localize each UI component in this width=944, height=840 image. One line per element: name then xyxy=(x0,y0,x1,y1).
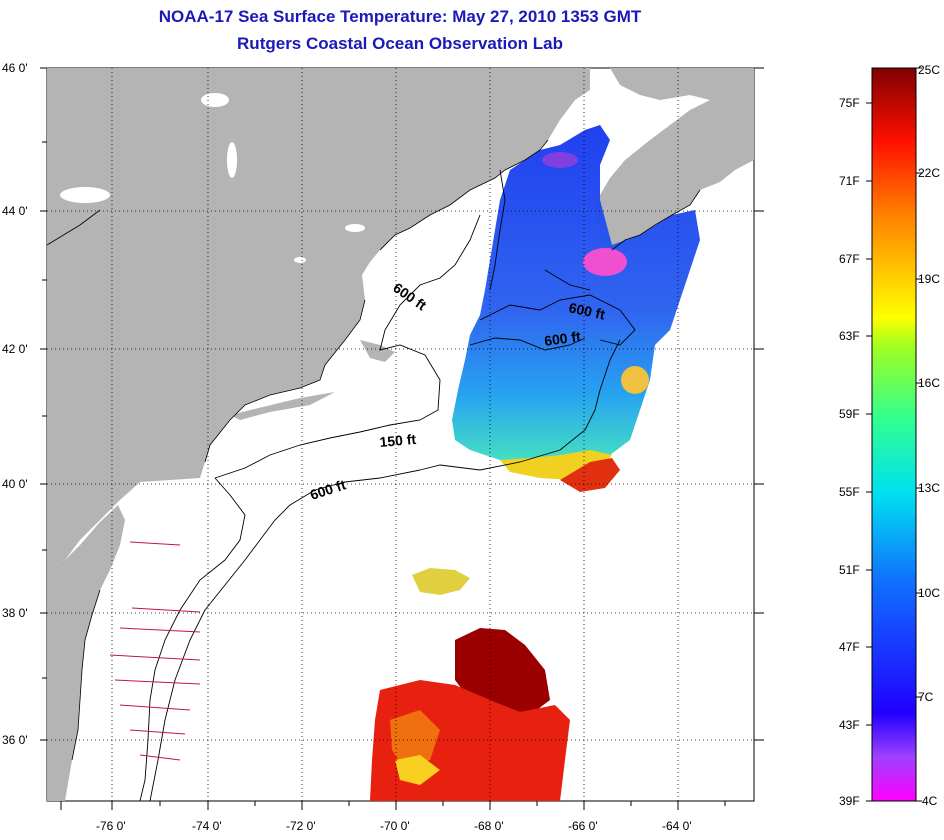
colorbar-f-label: 71F xyxy=(839,174,860,188)
colorbar-c-label: 25C xyxy=(918,63,940,77)
colorbar-c-label: 16C xyxy=(918,376,940,390)
lake-3 xyxy=(60,187,110,203)
lake-1 xyxy=(201,93,229,107)
colorbar xyxy=(872,68,916,801)
y-tick-label: 44 0' xyxy=(2,204,28,218)
colorbar-c-label: 4C xyxy=(922,794,938,808)
x-tick-label: -76 0' xyxy=(96,819,126,833)
x-tick-label: -64 0' xyxy=(662,819,692,833)
lake-4 xyxy=(345,224,365,232)
colorbar-f-label: 43F xyxy=(839,718,860,732)
x-tick-label: -74 0' xyxy=(192,819,222,833)
x-tick-label: -72 0' xyxy=(286,819,316,833)
sst-map: -76 0' -74 0' -72 0' -70 0' -68 0' -66 0… xyxy=(0,0,944,840)
sst-fundy-cold xyxy=(583,248,627,276)
colorbar-c-label: 22C xyxy=(918,166,940,180)
colorbar-f-label: 55F xyxy=(839,485,860,499)
lake-2 xyxy=(227,142,237,178)
y-tick-label: 40 0' xyxy=(2,477,28,491)
contour-label: 150 ft xyxy=(379,431,417,450)
colorbar-c-label: 10C xyxy=(918,586,940,600)
colorbar-f-label: 67F xyxy=(839,252,860,266)
y-tick-label: 46 0' xyxy=(2,61,28,75)
lake-5 xyxy=(294,257,306,263)
y-tick-label: 38 0' xyxy=(2,606,28,620)
colorbar-f-label: 75F xyxy=(839,96,860,110)
colorbar-c-label: 19C xyxy=(918,272,940,286)
colorbar-c-label: 13C xyxy=(918,481,940,495)
x-tick-label: -68 0' xyxy=(474,819,504,833)
colorbar-f-label: 47F xyxy=(839,640,860,654)
x-tick-label: -66 0' xyxy=(568,819,598,833)
colorbar-f-label: 39F xyxy=(839,794,860,808)
colorbar-c-label: 7C xyxy=(918,690,934,704)
y-tick-label: 42 0' xyxy=(2,342,28,356)
sst-coastal-cold xyxy=(542,152,578,168)
y-tick-label: 36 0' xyxy=(2,733,28,747)
sst-warm-spot xyxy=(621,366,649,394)
colorbar-f-label: 51F xyxy=(839,563,860,577)
colorbar-f-label: 63F xyxy=(839,329,860,343)
x-tick-label: -70 0' xyxy=(380,819,410,833)
colorbar-f-label: 59F xyxy=(839,407,860,421)
